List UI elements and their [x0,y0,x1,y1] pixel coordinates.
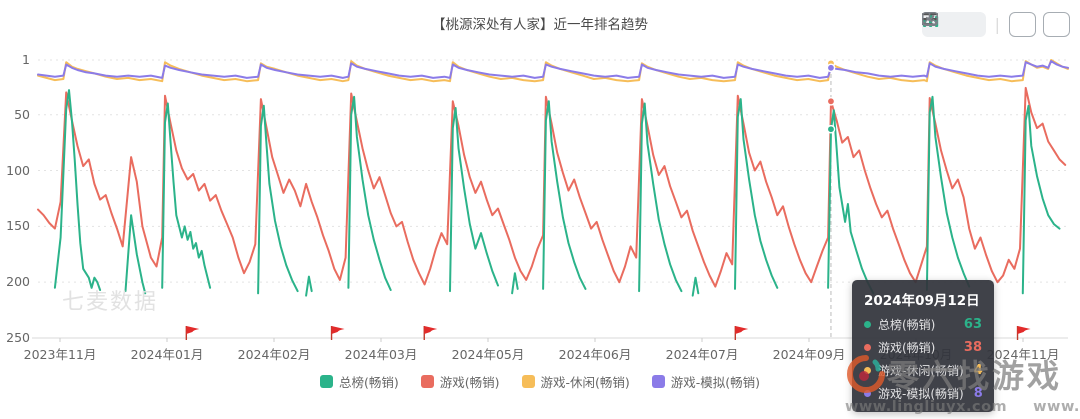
x-tick-label: 2024年05月 [451,347,525,362]
qimai-watermark: 七麦数据 [62,290,159,315]
tooltip-series-value: 63 [963,317,982,332]
legend-label: 游戏-休闲(畅销) [540,375,630,390]
tooltip-series-dot [864,321,871,328]
x-tick-label: 2024年11月 [986,347,1060,362]
y-tick-label: 50 [14,106,30,122]
series-line [511,272,519,295]
toolbar-divider: | [994,15,1000,34]
y-tick-label: 250 [6,330,30,345]
legend-item[interactable]: 游戏-休闲(畅销) [521,372,630,391]
tooltip-series-label: 游戏-休闲(畅销) [878,364,964,378]
series-line [1021,104,1061,295]
x-tick-label: 2024年02月 [237,347,311,362]
series-line [37,59,1069,83]
x-tick-label: 2024年03月 [344,347,418,362]
legend-item[interactable]: 游戏-模拟(畅销) [651,372,761,391]
tooltip-series-value: 4 [973,363,983,378]
series-line [347,95,392,291]
anchor-point-dot [826,97,836,106]
series-line [257,104,299,295]
anchor-point-dot [826,63,836,73]
tooltip-series-dot [864,390,871,397]
anchor-point-dot [826,124,836,134]
y-tick-label: 1 [22,52,30,67]
tooltip-series-dot [864,367,871,374]
tooltip-row: 总榜(畅销) 63 [864,316,982,333]
legend-swatch [319,375,333,388]
series-line [37,86,1067,288]
export-image-button[interactable] [921,12,1036,37]
series-line [37,60,1069,79]
legend-label: 游戏(畅销) [439,375,500,390]
tooltip-row: 游戏-模拟(畅销) 8 [864,385,983,402]
event-flag-icon[interactable] [735,326,749,334]
legend-label: 游戏-模拟(畅销) [670,375,761,390]
series-line [161,102,212,289]
tooltip-row: 游戏-休闲(畅销) 4 [864,362,983,379]
x-tick-label: 2024年09月 [772,347,846,362]
tooltip-series-label: 游戏-模拟(畅销) [878,387,964,401]
series-line [53,89,102,291]
legend-swatch [521,375,535,388]
tooltip-row: 游戏(畅销) 38 [864,339,982,356]
series-line [542,100,587,290]
chart-title: 【桃源深处有人家】近一年排名趋势 [432,17,648,33]
x-tick-label: 2024年06月 [558,347,632,362]
tooltip-series-label: 总榜(畅销) [878,318,936,332]
series-line [925,95,971,291]
event-flag-icon[interactable] [331,326,345,334]
series-line [827,109,875,295]
legend-swatch [420,375,434,388]
y-tick-label: 150 [6,218,30,234]
chart-toolbar: | [921,12,1070,37]
x-tick-label: 2024年07月 [665,347,739,362]
series-line [638,102,683,293]
event-flag-icon[interactable] [186,326,200,334]
legend-item[interactable]: 游戏(畅销) [420,372,500,391]
x-tick-label: 2023年11月 [23,347,97,362]
legend-label: 总榜(畅销) [338,375,399,390]
y-tick-label: 100 [6,162,30,178]
legend-item[interactable]: 总榜(畅销) [319,372,399,391]
series-line [734,98,779,290]
tooltip-series-value: 38 [963,340,982,355]
series-line [691,276,700,297]
tooltip-series-dot [864,344,871,351]
hover-tooltip: 2024年09月12日 总榜(畅销) 63 游戏(畅销) 38 游戏-休闲(畅销) 4 游戏… [852,280,994,412]
series-line [449,107,499,293]
legend-swatch [651,375,665,388]
tooltip-date: 2024年09月12日 [864,293,980,309]
download-button[interactable] [922,12,1070,37]
event-flag-icon[interactable] [424,326,438,334]
event-flag-icon[interactable] [1017,326,1031,334]
y-tick-label: 200 [6,274,30,290]
series-line [305,275,313,297]
tooltip-series-value: 8 [973,386,983,401]
series-line [124,214,147,295]
tooltip-series-label: 游戏(畅销) [878,341,936,355]
x-tick-label: 2024年01月 [130,347,204,362]
chart-legend: 总榜(畅销) 游戏(畅销) 游戏-休闲(畅销) 游戏-模拟(畅销) [0,372,1080,391]
